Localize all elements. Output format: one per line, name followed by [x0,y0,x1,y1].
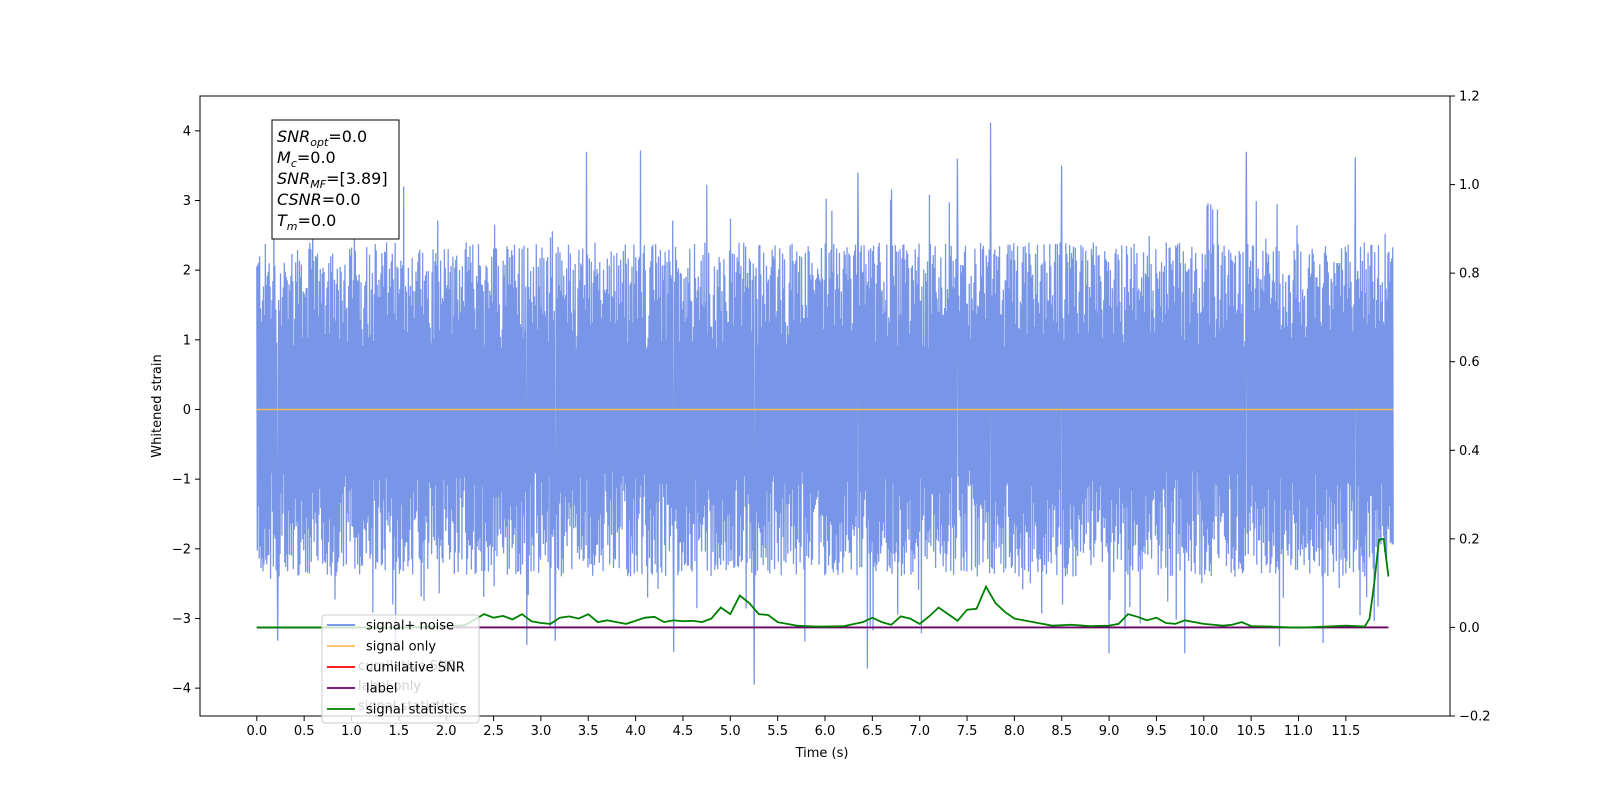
legend-entry: label [366,682,397,697]
x-tick-label: 5.0 [720,724,741,739]
x-tick-label: 4.5 [673,724,694,739]
legend-entry: cumilative SNR [366,661,465,676]
legend-ghost-text: signal statistics [358,699,459,714]
x-tick-label: 3.5 [578,724,599,739]
y-tick-label: 1 [183,333,191,348]
x-tick-label: 0.0 [246,724,267,739]
y-tick-label: 3 [183,194,191,209]
y-tick-label: 2 [183,264,191,279]
info-line: CSNR=0.0 [277,190,361,209]
y-axis-left: −4 −3 −2 −1 0 1 2 3 4 [172,124,200,697]
y-tick-label: −2 [172,542,191,557]
x-tick-label: 5.5 [767,724,788,739]
x-tick-label: 2.0 [436,724,457,739]
legend: cumilative SNR label only signal statistic… [321,614,480,724]
x-tick-label: 3.0 [531,724,552,739]
y-tick-label: −3 [172,612,191,627]
y2-tick-label: 0.0 [1459,621,1480,636]
y-axis-right: −0.2 0.0 0.2 0.4 0.6 0.8 1.0 1.2 [1450,90,1491,725]
x-tick-label: 10.5 [1237,724,1266,739]
y2-tick-label: 0.4 [1459,444,1480,459]
info-line: Tm=0.0 [277,211,336,233]
x-tick-label: 9.0 [1099,724,1120,739]
x-axis-label: Time (s) [795,746,849,761]
y-tick-label: −4 [172,682,191,697]
info-line: SNRMF=[3.89] [277,169,388,191]
legend-ghost-text: label only [358,679,421,694]
info-line: SNRopt=0.0 [277,127,367,149]
y-tick-label: 0 [183,403,191,418]
info-line: Mc=0.0 [277,148,336,170]
x-axis: 0.0 0.5 1.0 1.5 2.0 2.5 3.0 3.5 4.0 4.5 5.0 5.5 6.0 6… [246,716,1360,739]
legend-ghost-text: cumilative SNR [358,659,457,674]
x-tick-label: 7.0 [909,724,930,739]
y2-tick-label: 0.2 [1459,532,1480,547]
y2-tick-label: 1.2 [1459,90,1480,105]
y-axis-label: Whitened strain [150,354,165,457]
info-box-frame [271,119,400,240]
x-tick-label: 8.5 [1051,724,1072,739]
x-tick-label: 1.5 [389,724,410,739]
x-tick-label: 1.0 [341,724,362,739]
x-tick-label: 10.0 [1189,724,1218,739]
x-tick-label: 7.5 [957,724,978,739]
y-tick-label: 4 [183,124,191,139]
x-tick-label: 11.0 [1284,724,1313,739]
x-tick-label: 4.0 [625,724,646,739]
legend-entry: signal only [366,640,436,655]
x-tick-label: 6.5 [862,724,883,739]
y2-tick-label: 1.0 [1459,178,1480,193]
y2-tick-label: 0.8 [1459,267,1480,282]
y-tick-label: −1 [172,473,191,488]
x-tick-label: 6.0 [815,724,836,739]
y2-tick-label: 0.6 [1459,355,1480,370]
x-tick-label: 11.5 [1331,724,1360,739]
x-tick-label: 0.5 [294,724,315,739]
legend-entry: signal+ noise [366,619,454,634]
x-tick-label: 2.5 [483,724,504,739]
series-signal-statistics [256,537,1390,629]
legend-entry: signal statistics [366,703,467,718]
x-tick-label: 8.0 [1004,724,1025,739]
legend-frame [321,614,480,724]
y2-tick-label: −0.2 [1459,710,1491,725]
x-tick-label: 9.5 [1146,724,1167,739]
